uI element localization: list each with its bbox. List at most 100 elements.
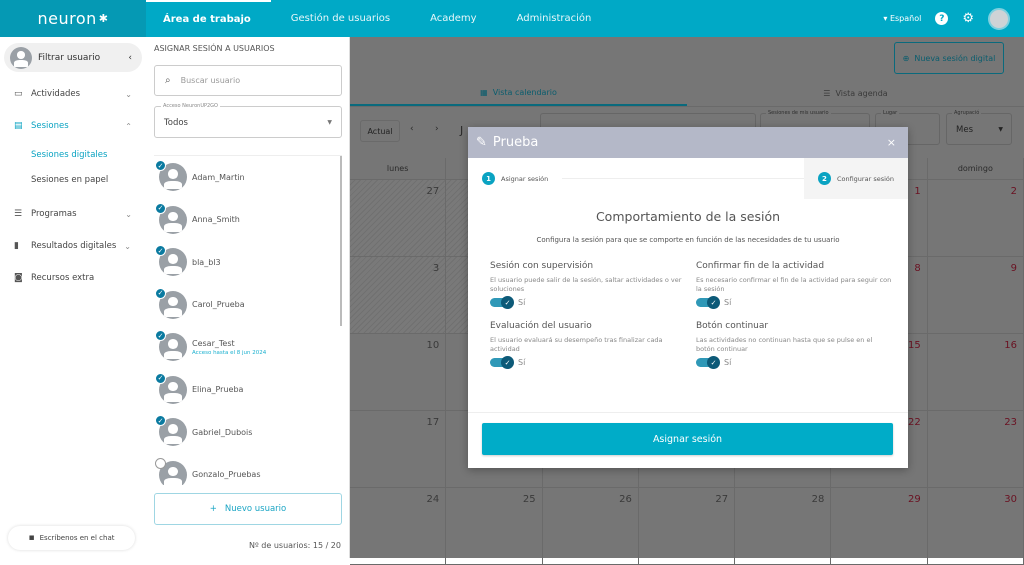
- calendar-icon: ▤: [14, 121, 23, 131]
- nav-academy[interactable]: Academy: [430, 13, 477, 24]
- calendar-day[interactable]: 15: [831, 334, 928, 410]
- checked-icon[interactable]: ✓: [155, 415, 166, 426]
- checked-icon[interactable]: ✓: [155, 372, 166, 384]
- calendar-day[interactable]: 25: [446, 488, 543, 564]
- sidebar-item-recursos[interactable]: ◙ Recursos extra: [0, 262, 146, 294]
- value: Mes: [956, 125, 973, 135]
- language-label: Español: [889, 14, 922, 23]
- option-title: Evaluación del usuario: [490, 321, 592, 331]
- calendar-day[interactable]: 28: [735, 488, 832, 564]
- calendar-day[interactable]: 3: [350, 257, 447, 333]
- plus-circle-icon: ⊕: [902, 53, 910, 63]
- user-list-item[interactable]: ✓ Cesar_Test Acceso hasta el 8 jun 2024: [154, 326, 342, 369]
- select-value: Todos: [164, 118, 188, 128]
- checked-icon[interactable]: ✓: [155, 160, 166, 171]
- calendar-day[interactable]: 9: [928, 257, 1024, 333]
- today-button[interactable]: Actual: [360, 120, 400, 142]
- tab-vista-calendario[interactable]: ▦ Vista calendario: [350, 80, 687, 106]
- gear-icon[interactable]: ⚙: [962, 11, 974, 26]
- calendar-day[interactable]: 23: [928, 411, 1024, 487]
- checked-icon[interactable]: ✓: [155, 202, 166, 214]
- option-toggle[interactable]: ✓ Sí: [490, 296, 696, 309]
- assign-session-button[interactable]: Asignar sesión: [482, 423, 893, 455]
- user-avatar[interactable]: [988, 7, 1010, 30]
- label: Vista agenda: [835, 88, 888, 98]
- sidebar-sub-sesiones-digitales[interactable]: Sesiones digitales: [31, 149, 108, 160]
- new-digital-session-button[interactable]: ⊕ Nueva sesión digital: [894, 42, 1004, 74]
- prev-month-icon[interactable]: ‹: [410, 124, 414, 134]
- calendar-day[interactable]: 22: [831, 411, 928, 487]
- search-user-input[interactable]: ⌕ Buscar usuario: [154, 65, 342, 96]
- option-toggle[interactable]: ✓ Sí: [696, 296, 902, 309]
- option-toggle[interactable]: ✓ Sí: [696, 356, 902, 369]
- toggle-switch[interactable]: ✓: [490, 356, 514, 369]
- toggle-switch[interactable]: ✓: [696, 296, 720, 309]
- calendar-day[interactable]: 17: [350, 411, 447, 487]
- nav-administracion[interactable]: Administración: [516, 13, 592, 24]
- toggle-switch[interactable]: ✓: [696, 356, 720, 369]
- chat-button[interactable]: ▪ Escríbenos en el chat: [8, 526, 135, 550]
- user-list-item[interactable]: ✓ Elina_Prueba: [154, 369, 342, 412]
- calendar-day[interactable]: 29: [831, 488, 928, 564]
- checked-icon[interactable]: ✓: [155, 245, 166, 256]
- user-list-item[interactable]: ✓ Gabriel_Dubois: [154, 411, 342, 454]
- user-name: Adam_Martin: [192, 172, 245, 182]
- checked-icon[interactable]: ✓: [155, 287, 166, 299]
- grouping-filter[interactable]: Agrupació Mes ▼: [946, 110, 1012, 145]
- user-avatar-icon: [159, 248, 187, 277]
- user-list-item[interactable]: ✓ Adam_Martin: [154, 156, 342, 199]
- nav-area-de-trabajo[interactable]: Área de trabajo: [146, 0, 271, 37]
- calendar-day[interactable]: 16: [928, 334, 1024, 410]
- neuronup-logo[interactable]: neuron ✱: [0, 0, 146, 37]
- calendar-day[interactable]: 24: [350, 488, 447, 564]
- chevron-up-icon: ⌃: [125, 121, 132, 131]
- step-2[interactable]: 2 Configurar sesión: [803, 158, 908, 199]
- chat-label: Escríbenos en el chat: [39, 534, 115, 542]
- step-number: 1: [482, 172, 495, 185]
- sidebar-sub-sesiones-papel[interactable]: Sesiones en papel: [31, 174, 109, 185]
- unchecked-icon[interactable]: [155, 457, 166, 469]
- calendar-day[interactable]: 27: [350, 180, 447, 256]
- help-icon[interactable]: ?: [935, 12, 949, 25]
- toggle-switch[interactable]: ✓: [490, 296, 514, 309]
- access-select[interactable]: Acceso NeuronUP2GO Todos ▼: [154, 103, 342, 138]
- search-placeholder: Buscar usuario: [180, 76, 241, 85]
- option-toggle[interactable]: ✓ Sí: [490, 356, 696, 369]
- checked-icon[interactable]: ✓: [155, 330, 166, 341]
- calendar-day[interactable]: 27: [639, 488, 736, 564]
- calendar-day[interactable]: 10: [350, 334, 447, 410]
- sidebar-item-sesiones[interactable]: ▤ Sesiones ⌃: [0, 110, 146, 142]
- label: Nueva sesión digital: [914, 53, 996, 63]
- calendar-day[interactable]: 2: [928, 180, 1024, 256]
- user-list-item[interactable]: ✓ bla_bl3: [154, 241, 342, 284]
- sidebar-item-programas[interactable]: ☰ Programas ⌄: [0, 198, 146, 230]
- sidebar-item-resultados[interactable]: ▮ Resultados digitales ⌄: [0, 230, 146, 262]
- nav-gestion-usuarios[interactable]: Gestión de usuarios: [290, 13, 391, 24]
- calendar-day[interactable]: 8: [831, 257, 928, 333]
- new-user-button[interactable]: + Nuevo usuario: [154, 493, 342, 525]
- sidebar-item-actividades[interactable]: ▭ Actividades ⌄: [0, 78, 146, 110]
- step-1[interactable]: 1 Asignar sesión: [468, 172, 562, 185]
- calendar-day[interactable]: 30: [928, 488, 1024, 564]
- user-name: Anna_Smith: [192, 215, 240, 225]
- user-avatar-icon: [159, 375, 187, 404]
- language-selector[interactable]: ▾ Español: [883, 14, 922, 23]
- scrollbar[interactable]: [340, 156, 342, 326]
- user-name: Elina_Prueba: [192, 385, 244, 395]
- modal-subheading: Configura la sesión para que se comporte…: [536, 236, 840, 244]
- user-list-item[interactable]: ✓ Carol_Prueba: [154, 284, 342, 327]
- user-list-item[interactable]: Gonzalo_Pruebas: [154, 454, 342, 485]
- next-month-icon[interactable]: ›: [435, 124, 439, 134]
- user-list-item[interactable]: ✓ Anna_Smith: [154, 199, 342, 242]
- close-icon[interactable]: ×: [886, 136, 896, 149]
- calendar-day[interactable]: 1: [831, 180, 928, 256]
- calendar-day[interactable]: 26: [543, 488, 639, 564]
- user-avatar-icon: [159, 418, 187, 447]
- filter-user-button[interactable]: Filtrar usuario ‹: [4, 43, 142, 72]
- select-label: Acceso NeuronUP2GO: [161, 103, 220, 109]
- caret-down-icon: ▼: [998, 126, 1003, 133]
- tab-vista-agenda[interactable]: ☰ Vista agenda: [687, 80, 1024, 106]
- label: Actividades: [31, 89, 81, 99]
- tablet-icon: ▭: [14, 89, 23, 99]
- session-option: Sesión con supervisión El usuario puede s…: [490, 261, 696, 309]
